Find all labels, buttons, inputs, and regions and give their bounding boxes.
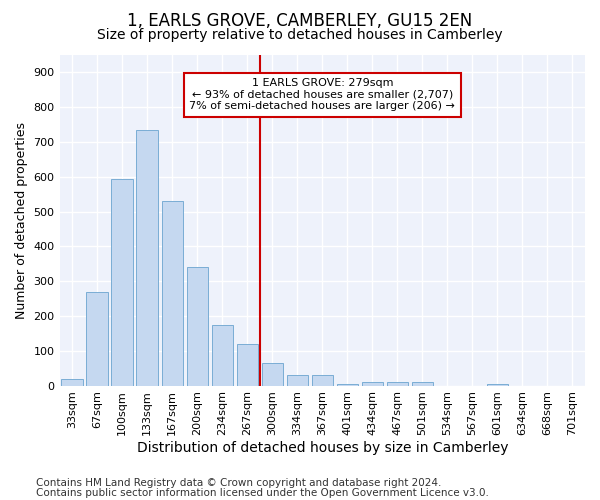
Text: 1 EARLS GROVE: 279sqm
← 93% of detached houses are smaller (2,707)
7% of semi-de: 1 EARLS GROVE: 279sqm ← 93% of detached … (190, 78, 455, 112)
Text: Size of property relative to detached houses in Camberley: Size of property relative to detached ho… (97, 28, 503, 42)
Text: Contains public sector information licensed under the Open Government Licence v3: Contains public sector information licen… (36, 488, 489, 498)
Bar (86, 292, 108, 386)
Bar (136, 130, 158, 386)
Bar (337, 384, 358, 386)
Text: 1, EARLS GROVE, CAMBERLEY, GU15 2EN: 1, EARLS GROVE, CAMBERLEY, GU15 2EN (127, 12, 473, 30)
Bar (362, 382, 383, 386)
Text: Contains HM Land Registry data © Crown copyright and database right 2024.: Contains HM Land Registry data © Crown c… (36, 478, 442, 488)
Bar (311, 375, 333, 386)
Bar (187, 268, 208, 386)
Bar (262, 363, 283, 386)
Bar (412, 382, 433, 386)
Bar (61, 380, 83, 386)
Y-axis label: Number of detached properties: Number of detached properties (15, 122, 28, 319)
Bar (287, 375, 308, 386)
Bar (236, 344, 258, 386)
Bar (112, 178, 133, 386)
X-axis label: Distribution of detached houses by size in Camberley: Distribution of detached houses by size … (137, 441, 508, 455)
Bar (212, 324, 233, 386)
Bar (487, 384, 508, 386)
Bar (387, 382, 408, 386)
Bar (161, 201, 183, 386)
